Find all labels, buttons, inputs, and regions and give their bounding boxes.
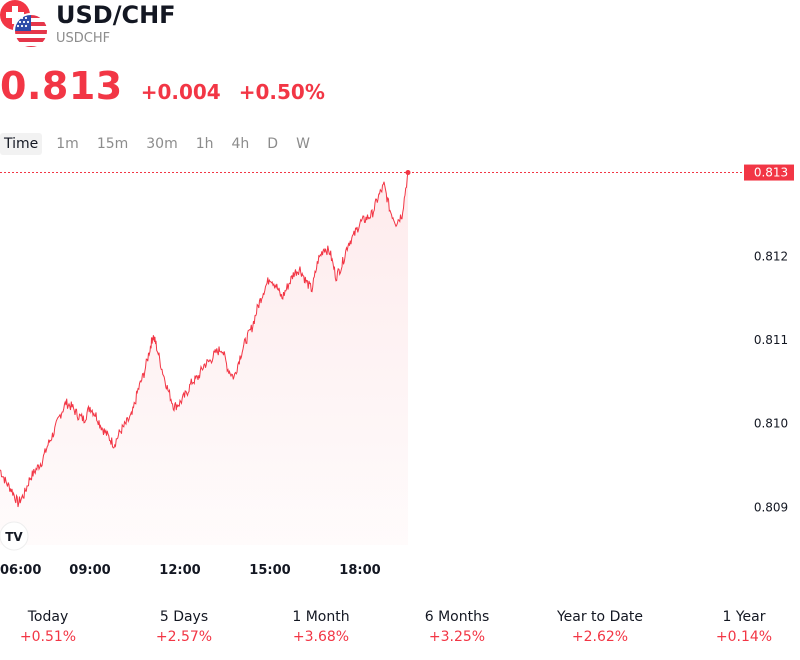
interval-d[interactable]: D — [267, 136, 279, 152]
period-value: +2.62% — [571, 629, 629, 645]
price-chart[interactable]: 0.813 0.809 0.810 0.811 0.812 06:00 09:00 12:… — [0, 160, 800, 590]
period-label: 5 Days — [159, 609, 209, 625]
period-value: +2.57% — [155, 629, 213, 645]
x-tick-label: 12:00 — [159, 563, 200, 578]
period-label: 1 Year — [722, 609, 766, 625]
tradingview-logo[interactable]: TV — [0, 521, 29, 551]
period-label: Today — [27, 609, 69, 625]
period-performance: Today +0.51% 5 Days +2.57% 1 Month +3.68… — [0, 604, 800, 654]
interval-4h[interactable]: 4h — [231, 136, 250, 152]
price-change: +0.004 — [140, 80, 221, 104]
period-label: Year to Date — [556, 609, 644, 625]
period-label: 1 Month — [292, 609, 350, 625]
interval-w[interactable]: W — [296, 136, 310, 152]
svg-text:TV: TV — [5, 530, 23, 544]
pair-symbol: USDCHF — [56, 31, 111, 46]
period-today[interactable]: Today +0.51% — [0, 604, 118, 646]
period-value: +3.68% — [292, 629, 350, 645]
y-tick-label: 0.811 — [754, 333, 788, 347]
price-area-fill — [0, 172, 408, 545]
interval-selector: Time 1m 15m 30m 1h 4h D W — [0, 132, 324, 156]
y-tick-label: 0.809 — [754, 500, 788, 514]
period-value: +0.14% — [715, 629, 773, 645]
pair-title: USD/CHF — [56, 1, 176, 29]
instrument-header: USD/CHF USDCHF — [0, 0, 800, 60]
period-label: 6 Months — [424, 609, 490, 625]
y-axis: 0.809 0.810 0.811 0.812 — [754, 249, 788, 514]
interval-time[interactable]: Time — [0, 133, 43, 155]
price-change-percent: +0.50% — [238, 80, 325, 104]
interval-15m[interactable]: 15m — [96, 136, 129, 152]
period-6-months[interactable]: 6 Months +3.25% — [387, 604, 527, 646]
interval-30m[interactable]: 30m — [146, 136, 178, 152]
current-price: 0.813 — [0, 64, 123, 108]
period-value: +0.51% — [19, 629, 77, 645]
interval-1h[interactable]: 1h — [195, 136, 214, 152]
period-5-days[interactable]: 5 Days +2.57% — [114, 604, 254, 646]
last-price-label: 0.813 — [744, 164, 794, 181]
currency-flags — [0, 0, 49, 49]
period-value: +3.25% — [428, 629, 486, 645]
period-1-month[interactable]: 1 Month +3.68% — [251, 604, 391, 646]
period-year-to-date[interactable]: Year to Date +2.62% — [530, 604, 670, 646]
price-row: 0.813 +0.004 +0.50% — [0, 64, 325, 108]
x-tick-label: 09:00 — [69, 563, 110, 578]
us-flag-icon — [13, 13, 49, 49]
last-price-dot — [405, 170, 411, 176]
last-price-text: 0.813 — [754, 166, 788, 180]
x-tick-label: 06:00 — [0, 563, 41, 578]
x-tick-label: 18:00 — [339, 563, 380, 578]
interval-1m[interactable]: 1m — [56, 136, 79, 152]
x-axis: 06:00 09:00 12:00 15:00 18:00 — [0, 563, 381, 578]
y-tick-label: 0.810 — [754, 417, 788, 431]
x-tick-label: 15:00 — [249, 563, 290, 578]
period-1-year[interactable]: 1 Year +0.14% — [674, 604, 800, 646]
y-tick-label: 0.812 — [754, 249, 788, 263]
price-line — [0, 172, 409, 508]
last-price-box — [744, 164, 794, 181]
